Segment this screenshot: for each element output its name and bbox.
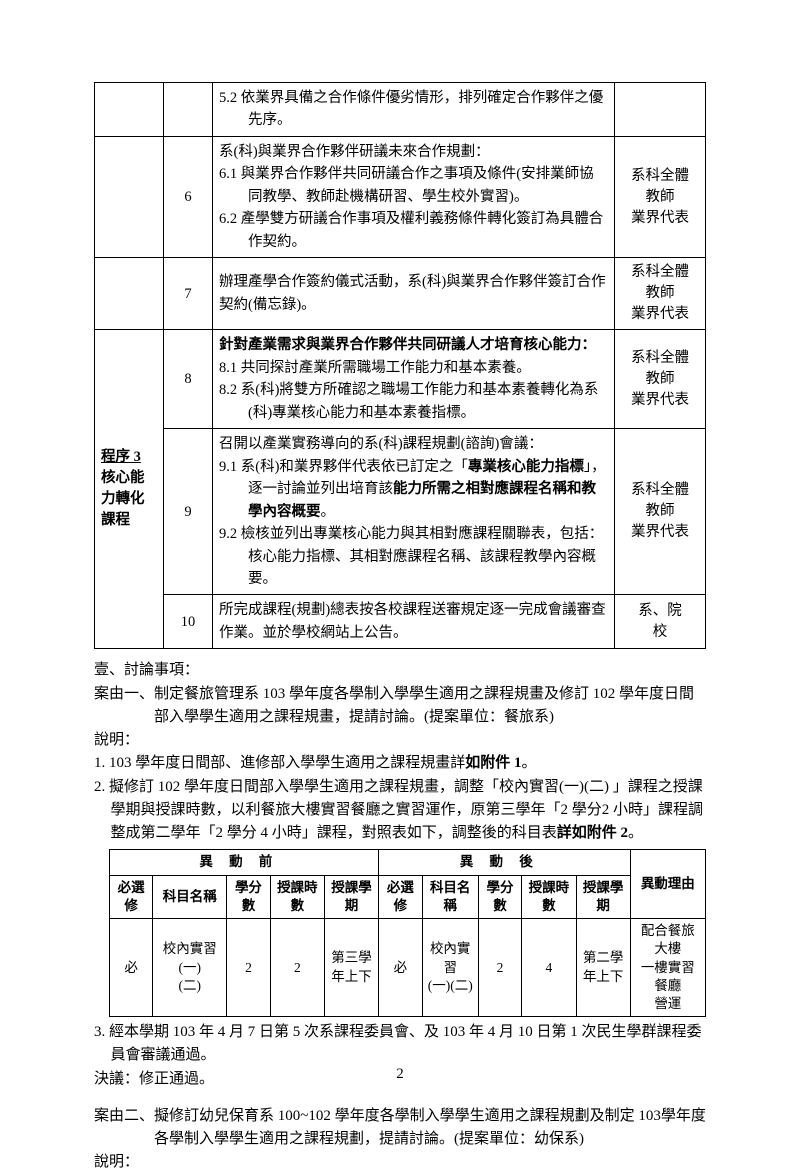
list-item: 1. 103 學年度日間部、進修部入學學生適用之課程規畫詳如附件 1。 — [94, 752, 706, 775]
cell-step — [95, 258, 164, 330]
change-comparison-table: 異動前 異動後 異動理由 必選修 科目名稱 學分數 授課時數 授課學期 必選修 … — [109, 849, 706, 1017]
procedure-table: 5.2 依業界具備之合作條件優劣情形，排列確定合作夥伴之優先序。 6 系(科)與… — [94, 82, 706, 649]
cell-body: 系(科)與業界合作夥伴研議未來合作規劃： 6.1 與業界合作夥伴共同研議合作之事… — [213, 136, 615, 257]
col-header: 必選修 — [379, 875, 423, 918]
table-row: 5.2 依業界具備之合作條件優劣情形，排列確定合作夥伴之優先序。 — [95, 83, 706, 137]
table-row: 10 所完成課程(規劃)總表按各校課程送審規定逐一完成會議審查作業。並於學校網站… — [95, 595, 706, 649]
case-paragraph: 案由一、制定餐旅管理系 103 學年度各學制入學學生適用之課程規畫及修訂 102… — [94, 683, 706, 730]
col-header: 授課學期 — [324, 875, 378, 918]
cell: 2 — [478, 919, 522, 1017]
cell-num: 7 — [164, 258, 213, 330]
col-header: 學分數 — [227, 875, 271, 918]
cell-who: 系科全體教師業界代表 — [615, 330, 706, 429]
cell: 第二學年上下 — [576, 919, 630, 1017]
cell: 4 — [522, 919, 576, 1017]
cell-who — [615, 83, 706, 137]
section-heading: 壹、討論事項： — [94, 659, 706, 682]
col-header: 必選修 — [109, 875, 153, 918]
explain-label: 說明： — [94, 729, 706, 752]
table-row: 程序 3核心能力轉化課程 8 針對產業需求與業界合作夥伴共同研議人才培育核心能力… — [95, 330, 706, 429]
cell-step — [95, 136, 164, 257]
table-header-row: 必選修 科目名稱 學分數 授課時數 授課學期 必選修 科目名稱 學分數 授課時數… — [109, 875, 705, 918]
header-after: 異動後 — [379, 850, 631, 875]
table-row: 7 辦理產學合作簽約儀式活動，系(科)與業界合作夥伴簽訂合作契約(備忘錄)。 系… — [95, 258, 706, 330]
cell: 必 — [379, 919, 423, 1017]
body-line: 6.2 產學雙方研議合作事項及權利義務條件轉化簽訂為具體合作契約。 — [219, 208, 608, 253]
cell-body: 所完成課程(規劃)總表按各校課程送審規定逐一完成會議審查作業。並於學校網站上公告… — [213, 595, 615, 649]
cell-step-label: 程序 3核心能力轉化課程 — [95, 330, 164, 649]
cell-who: 系科全體教師業界代表 — [615, 258, 706, 330]
explain-label: 說明： — [94, 1151, 706, 1174]
cell-who: 系科全體教師業界代表 — [615, 136, 706, 257]
header-before: 異動前 — [109, 850, 378, 875]
table-row: 6 系(科)與業界合作夥伴研議未來合作規劃： 6.1 與業界合作夥伴共同研議合作… — [95, 136, 706, 257]
cell-num — [164, 83, 213, 137]
list-item: 2. 擬修訂 102 學年度日間部入學學生適用之課程規畫，調整「校內實習(一)(… — [94, 776, 706, 846]
body-line: 系(科)與業界合作夥伴研議未來合作規劃： — [219, 141, 608, 163]
cell-body: 針對產業需求與業界合作夥伴共同研議人才培育核心能力： 8.1 共同探討產業所需職… — [213, 330, 615, 429]
body-line: 8.2 系(科)將雙方所確認之職場工作能力和基本素養轉化為系(科)專業核心能力和… — [219, 379, 608, 424]
cell-body: 5.2 依業界具備之合作條件優劣情形，排列確定合作夥伴之優先序。 — [213, 83, 615, 137]
cell: 2 — [227, 919, 271, 1017]
cell-step — [95, 83, 164, 137]
cell-who: 系、院校 — [615, 595, 706, 649]
table-row: 9 召開以產業實務導向的系(科)課程規劃(諮詢)會議：9.1 系(科)和業界夥伴… — [95, 429, 706, 595]
col-header: 授課時數 — [270, 875, 324, 918]
cell-body: 召開以產業實務導向的系(科)課程規劃(諮詢)會議：9.1 系(科)和業界夥伴代表… — [213, 429, 615, 595]
body-line: 6.1 與業界合作夥伴共同研議合作之事項及條件(安排業師協同教學、教師赴機構研習… — [219, 163, 608, 208]
cell: 校內實習(一)(二) — [153, 919, 227, 1017]
page-number: 2 — [0, 1063, 800, 1086]
body-line: 針對產業需求與業界合作夥伴共同研議人才培育核心能力： — [219, 334, 608, 356]
table-row: 必 校內實習(一)(二) 2 2 第三學年上下 必 校內實習(一)(二) 2 4… — [109, 919, 705, 1017]
cell: 第三學年上下 — [324, 919, 378, 1017]
list-item: 3. 經本學期 103 年 4 月 7 日第 5 次系課程委員會、及 103 年… — [94, 1021, 706, 1068]
col-header: 授課學期 — [576, 875, 630, 918]
header-reason: 異動理由 — [630, 850, 705, 919]
cell-who: 系科全體教師業界代表 — [615, 429, 706, 595]
cell: 配合餐旅大樓一樓實習餐廳營運 — [630, 919, 705, 1017]
col-header: 科目名稱 — [153, 875, 227, 918]
body-line: 辦理產學合作簽約儀式活動，系(科)與業界合作夥伴簽訂合作契約(備忘錄)。 — [219, 271, 608, 316]
col-header: 學分數 — [478, 875, 522, 918]
cell: 必 — [109, 919, 153, 1017]
cell: 2 — [270, 919, 324, 1017]
body-line: 5.2 依業界具備之合作條件優劣情形，排列確定合作夥伴之優先序。 — [219, 87, 608, 132]
cell-num: 9 — [164, 429, 213, 595]
cell-num: 8 — [164, 330, 213, 429]
cell-num: 6 — [164, 136, 213, 257]
table-header-row: 異動前 異動後 異動理由 — [109, 850, 705, 875]
cell: 校內實習(一)(二) — [422, 919, 478, 1017]
col-header: 科目名稱 — [422, 875, 478, 918]
body-line: 所完成課程(規劃)總表按各校課程送審規定逐一完成會議審查作業。並於學校網站上公告… — [219, 599, 608, 644]
cell-num: 10 — [164, 595, 213, 649]
body-line: 8.1 共同探討產業所需職場工作能力和基本素養。 — [219, 357, 608, 379]
col-header: 授課時數 — [522, 875, 576, 918]
cell-body: 辦理產學合作簽約儀式活動，系(科)與業界合作夥伴簽訂合作契約(備忘錄)。 — [213, 258, 615, 330]
case-paragraph: 案由二、擬修訂幼兒保育系 100~102 學年度各學制入學學生適用之課程規劃及制… — [94, 1105, 706, 1152]
